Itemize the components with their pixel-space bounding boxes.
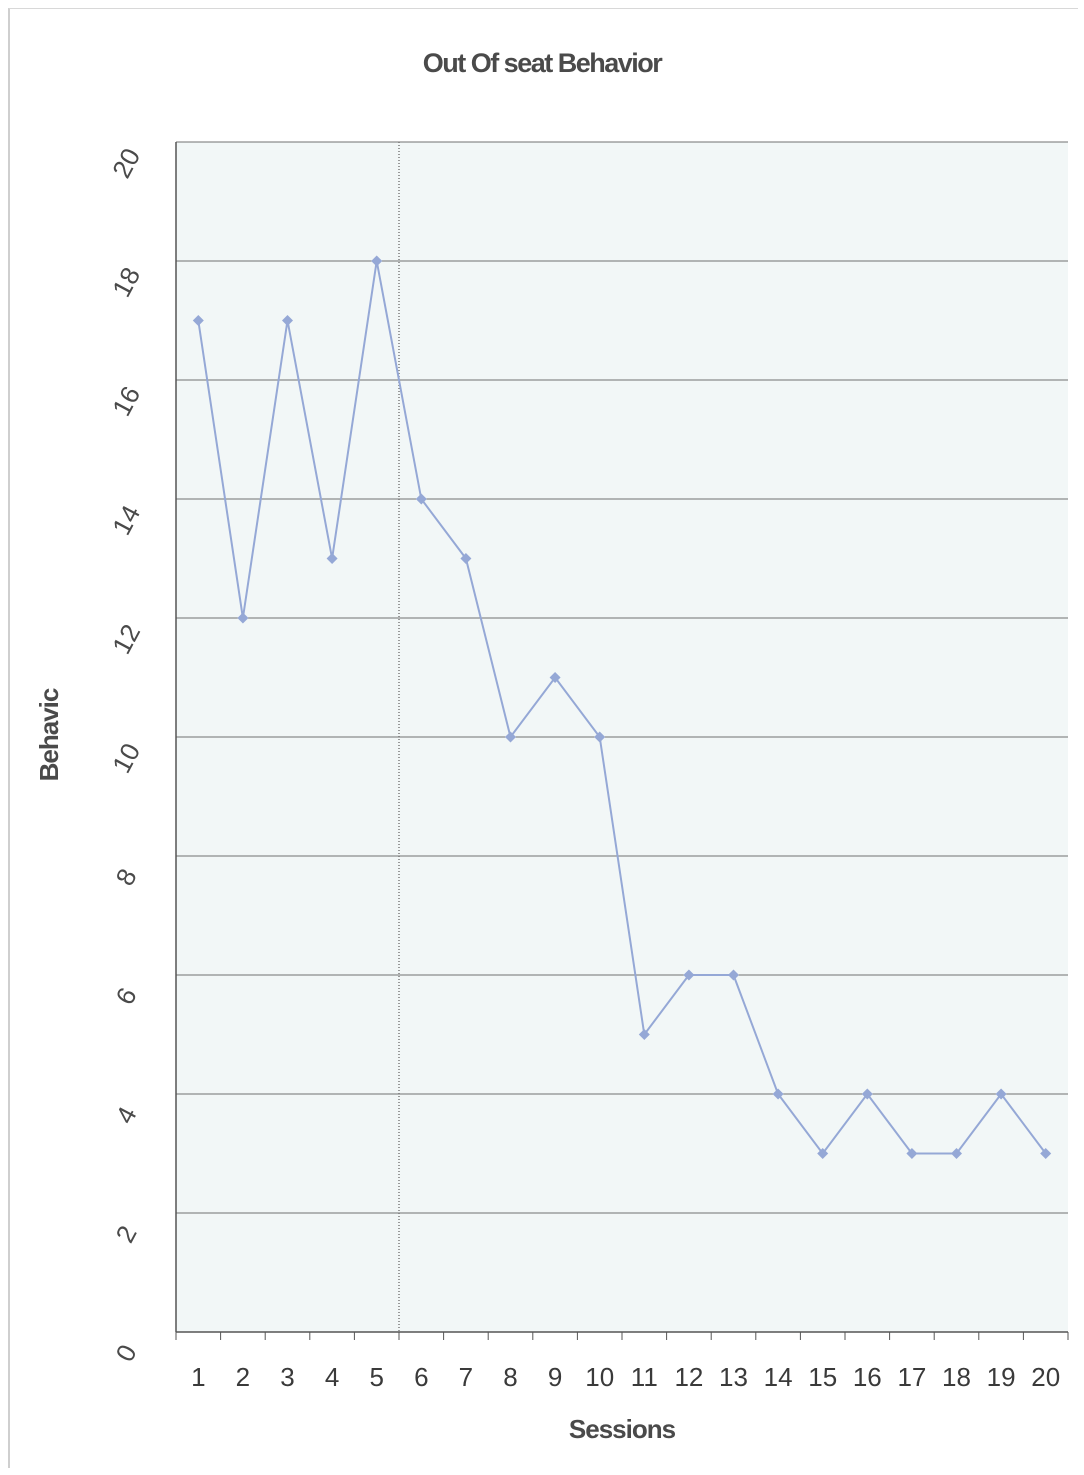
x-tick-label: 14 — [764, 1362, 793, 1392]
gridlines — [176, 141, 1068, 1332]
y-tick-label: 8 — [109, 864, 142, 891]
x-tick-label: 4 — [325, 1362, 339, 1392]
data-point-18 — [951, 1148, 962, 1159]
x-tick-label: 8 — [503, 1362, 517, 1392]
y-tick-label: 4 — [109, 1102, 142, 1129]
data-point-6 — [415, 493, 427, 505]
y-tick-label: 16 — [106, 381, 146, 421]
y-tick-label: 0 — [109, 1340, 142, 1367]
y-tick-label: 6 — [109, 983, 142, 1010]
y-tick-label: 2 — [109, 1221, 142, 1248]
data-point-8 — [505, 731, 516, 743]
y-tick-label: 10 — [106, 738, 146, 778]
chart-frame — [8, 8, 1078, 1468]
x-tick-label: 3 — [280, 1362, 294, 1392]
data-point-17 — [906, 1148, 918, 1159]
x-tick-label: 17 — [897, 1362, 926, 1392]
x-tick-label: 1 — [191, 1362, 205, 1392]
data-point-19 — [995, 1088, 1007, 1100]
x-tick-label: 5 — [369, 1362, 383, 1392]
series-line-0 — [197, 260, 1047, 1156]
series-layer — [192, 255, 1052, 1159]
x-axis-label: Sessions — [569, 1414, 676, 1444]
data-point-3 — [282, 315, 293, 326]
x-tick-label: 10 — [585, 1362, 614, 1392]
x-tick-label: 12 — [674, 1362, 703, 1392]
chart-title: Out Of seat Behavior — [422, 48, 663, 78]
y-axis-label: Behavic — [34, 688, 64, 781]
x-tick-label: 11 — [631, 1362, 658, 1392]
data-point-2 — [237, 612, 249, 624]
y-tick-label: 14 — [106, 500, 146, 540]
y-tick-label: 18 — [106, 262, 146, 302]
data-point-5 — [371, 255, 383, 267]
data-point-1 — [192, 315, 204, 326]
x-tick-label: 15 — [808, 1362, 837, 1392]
data-point-12 — [683, 969, 695, 981]
data-point-4 — [326, 553, 338, 564]
data-point-7 — [460, 553, 472, 564]
data-point-13 — [728, 969, 739, 981]
x-tick-label: 13 — [719, 1362, 748, 1392]
x-tick-label: 18 — [942, 1362, 971, 1392]
x-tick-label: 20 — [1031, 1362, 1060, 1392]
data-point-14 — [772, 1088, 784, 1100]
data-point-11 — [638, 1029, 650, 1040]
y-tick-label: 20 — [106, 143, 146, 183]
y-tick-label: 12 — [106, 619, 146, 659]
x-tick-label: 7 — [459, 1362, 473, 1392]
x-tick-labels: 1 2 3 4 5 6 7 8 9 10 11 12 13 14 15 16 17 18 19 20 — [191, 1362, 1060, 1392]
data-point-16 — [861, 1088, 873, 1100]
x-tick-label: 6 — [414, 1362, 428, 1392]
x-tick-label: 2 — [236, 1362, 250, 1392]
x-tick-label: 19 — [987, 1362, 1016, 1392]
data-point-15 — [817, 1148, 829, 1159]
x-tick-label: 16 — [853, 1362, 882, 1392]
x-tick-label: 9 — [548, 1362, 562, 1392]
y-tick-labels: 0 2 4 6 8 10 12 14 16 18 20 — [106, 143, 146, 1366]
data-point-10 — [594, 731, 606, 743]
data-point-9 — [549, 672, 561, 683]
axes — [175, 142, 1069, 1340]
data-point-20 — [1040, 1148, 1052, 1159]
